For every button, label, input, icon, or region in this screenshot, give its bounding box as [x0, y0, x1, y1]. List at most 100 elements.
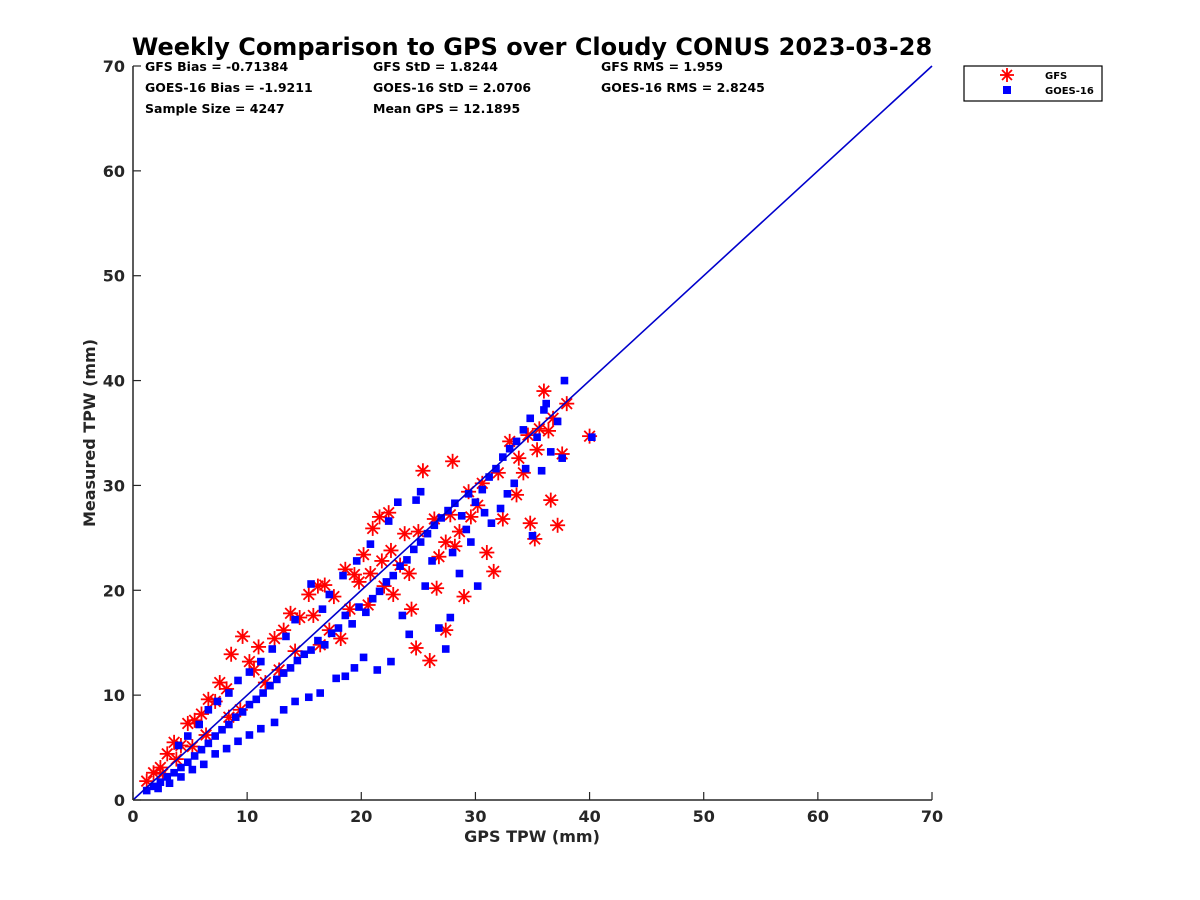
- asterisk-stroke: [154, 761, 167, 774]
- data-point-gfs: [463, 509, 479, 525]
- data-point-goes16: [542, 399, 550, 408]
- x-tick-label: 40: [578, 807, 600, 826]
- data-point-goes16: [332, 674, 340, 683]
- asterisk-stroke: [140, 775, 153, 788]
- asterisk-stroke: [405, 603, 418, 616]
- data-point-goes16: [430, 521, 439, 530]
- x-tick-label: 50: [693, 807, 715, 826]
- data-point-goes16: [225, 689, 233, 697]
- stat-annotation: GOES-16 Bias = -1.9211: [145, 80, 313, 95]
- data-point-goes16: [348, 620, 356, 628]
- data-point-gfs: [550, 517, 566, 533]
- asterisk-stroke: [398, 527, 411, 540]
- data-point-goes16: [528, 531, 537, 540]
- asterisk-stroke: [492, 466, 505, 479]
- data-point-goes16: [245, 668, 254, 676]
- data-point-gfs: [198, 727, 214, 743]
- data-point-goes16: [307, 580, 315, 588]
- data-point-goes16: [512, 437, 521, 446]
- data-point-goes16: [457, 512, 466, 520]
- data-point-goes16: [546, 448, 555, 456]
- asterisk-stroke: [1001, 69, 1013, 81]
- data-point-gfs: [305, 607, 321, 623]
- asterisk-stroke: [353, 575, 365, 588]
- asterisk-stroke: [307, 609, 320, 622]
- data-point-gfs: [356, 547, 372, 563]
- data-point-goes16: [252, 695, 261, 704]
- asterisk-stroke: [200, 729, 212, 741]
- data-point-goes16: [286, 664, 295, 672]
- data-point-goes16: [464, 490, 473, 498]
- data-point-goes16: [455, 569, 464, 578]
- asterisk-stroke: [225, 648, 238, 661]
- data-point-goes16: [478, 485, 487, 494]
- data-point-goes16: [197, 745, 206, 754]
- y-axis-ticks: 0 10 20 30 40 50 60 70: [103, 57, 141, 810]
- data-point-goes16: [325, 590, 334, 599]
- asterisk-stroke: [277, 624, 290, 637]
- data-point-goes16: [350, 664, 359, 672]
- data-point-goes16: [462, 525, 471, 534]
- data-point-goes16: [428, 557, 436, 565]
- asterisk-stroke: [412, 525, 425, 538]
- asterisk-stroke: [334, 632, 347, 645]
- data-point-goes16: [496, 504, 505, 513]
- asterisk-stroke: [560, 397, 573, 410]
- data-point-goes16: [231, 713, 240, 721]
- data-point-gfs: [383, 542, 399, 558]
- asterisk-stroke: [533, 422, 546, 435]
- data-point-goes16: [163, 773, 172, 781]
- y-tick-label: 30: [103, 476, 125, 495]
- data-point-goes16: [387, 657, 395, 666]
- data-point-goes16: [384, 517, 393, 525]
- data-point-goes16: [375, 587, 384, 596]
- legend-marker-goes16: [1003, 86, 1011, 94]
- data-point-goes16: [405, 630, 414, 639]
- data-point-goes16: [282, 632, 290, 641]
- data-point-goes16: [188, 765, 197, 774]
- asterisk-stroke: [430, 582, 443, 595]
- asterisk-stroke: [512, 452, 525, 465]
- data-point-gfs: [362, 566, 378, 582]
- data-point-goes16: [398, 611, 407, 620]
- asterisk-stroke: [544, 494, 557, 507]
- data-point-goes16: [270, 718, 279, 727]
- data-point-goes16: [154, 784, 162, 793]
- data-point-gfs: [429, 580, 445, 596]
- asterisk-stroke: [168, 736, 181, 749]
- asterisk-stroke: [327, 590, 340, 603]
- data-point-goes16: [316, 689, 324, 697]
- asterisk-stroke: [273, 664, 286, 676]
- asterisk-stroke: [458, 590, 470, 603]
- data-point-goes16: [300, 650, 309, 659]
- data-point-goes16: [177, 763, 185, 772]
- data-point-goes16: [314, 636, 322, 645]
- data-point-goes16: [170, 768, 178, 777]
- data-point-goes16: [355, 603, 363, 611]
- asterisk-stroke: [531, 443, 544, 456]
- asterisk-stroke: [236, 630, 249, 643]
- data-point-gfs: [479, 545, 495, 561]
- data-point-gfs: [509, 487, 525, 503]
- asterisk-stroke: [547, 412, 559, 425]
- data-point-gfs: [374, 553, 390, 569]
- asterisk-stroke: [524, 517, 537, 530]
- data-point-goes16: [533, 433, 541, 441]
- data-point-goes16: [183, 758, 192, 767]
- data-point-goes16: [373, 666, 382, 674]
- data-point-gfs: [351, 574, 367, 590]
- data-point-goes16: [503, 490, 512, 498]
- data-point-goes16: [540, 406, 548, 414]
- data-point-goes16: [327, 629, 336, 638]
- data-point-goes16: [366, 540, 375, 548]
- data-point-goes16: [382, 578, 391, 586]
- data-point-goes16: [234, 737, 242, 746]
- axes: [132, 66, 932, 801]
- data-point-goes16: [558, 454, 566, 462]
- data-point-gfs: [495, 511, 511, 527]
- asterisk-stroke: [542, 424, 555, 437]
- data-point-gfs: [365, 520, 381, 536]
- data-point-goes16: [560, 376, 569, 385]
- data-point-gfs: [317, 577, 333, 593]
- data-point-gfs: [235, 628, 251, 644]
